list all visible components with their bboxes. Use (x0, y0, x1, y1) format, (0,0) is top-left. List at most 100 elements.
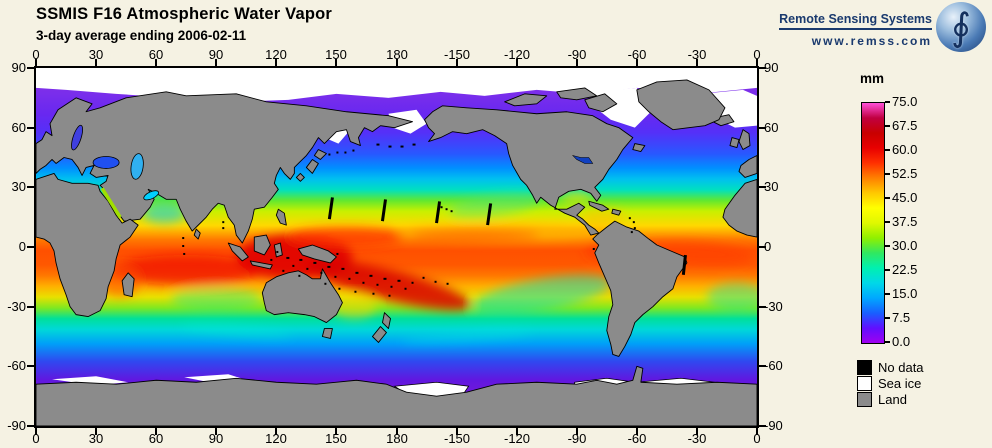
colorbar-units: mm (859, 71, 884, 86)
branding-name: Remote Sensing Systems (779, 12, 932, 30)
tick (35, 428, 37, 435)
lon-label-bottom: -150 (443, 431, 471, 446)
tick (696, 59, 698, 66)
colorbar-label: 7.5 (892, 310, 911, 325)
tick (155, 428, 157, 435)
lon-label-bottom: 60 (148, 431, 164, 446)
tick (516, 59, 518, 66)
tick (335, 59, 337, 66)
inland-seas (71, 124, 594, 219)
lat-label-left: -30 (7, 299, 26, 314)
branding-block: Remote Sensing Systems www.remss.com (758, 10, 932, 48)
tick (636, 59, 638, 66)
globe-logo-icon: ∮ (936, 2, 986, 52)
lat-label-right: -60 (764, 358, 783, 373)
lon-label-bottom: 120 (265, 431, 287, 446)
colorbar-label: 67.5 (892, 118, 918, 133)
lat-label-right: 90 (764, 60, 779, 75)
lon-label-top: 150 (325, 47, 347, 62)
tick (275, 59, 277, 66)
tick (27, 425, 34, 427)
colorbar-label: 37.5 (892, 214, 918, 229)
lat-label-left: -90 (7, 418, 26, 433)
tick (636, 428, 638, 435)
colorbar-tick (885, 221, 890, 223)
lon-label-top: 90 (208, 47, 224, 62)
tick (759, 306, 766, 308)
tick (215, 59, 217, 66)
moisture-anomalies (100, 190, 768, 344)
colorbar-tick (885, 317, 890, 319)
legend-label: Land (878, 392, 907, 407)
lon-label-bottom: 30 (88, 431, 104, 446)
colorbar-label: 45.0 (892, 190, 918, 205)
colorbar-tick (885, 101, 890, 103)
land-swatch (857, 392, 872, 407)
tick (516, 428, 518, 435)
land-layer (35, 79, 758, 427)
lon-label-bottom: 180 (386, 431, 408, 446)
tick (95, 59, 97, 66)
lat-label-right: 30 (764, 179, 779, 194)
tick (759, 67, 766, 69)
lat-label-left: -60 (7, 358, 26, 373)
lon-label-bottom: -90 (567, 431, 587, 446)
legend-label: No data (878, 360, 924, 375)
lon-label-bottom: 90 (208, 431, 224, 446)
tick (396, 428, 398, 435)
tick (759, 365, 766, 367)
tick (756, 59, 758, 66)
lat-label-left: 30 (11, 179, 26, 194)
lon-label-bottom: -120 (503, 431, 531, 446)
lon-label-top: -120 (503, 47, 531, 62)
world-vapor-map (34, 66, 768, 428)
page-title: SSMIS F16 Atmospheric Water Vapor (36, 5, 333, 23)
lon-label-bottom: 150 (325, 431, 347, 446)
tick (27, 365, 34, 367)
tick (95, 428, 97, 435)
page-subtitle: 3-day average ending 2006-02-11 (36, 28, 247, 43)
tick (396, 59, 398, 66)
colorbar-tick (885, 245, 890, 247)
tick (759, 425, 766, 427)
lon-label-bottom: 0 (32, 431, 40, 446)
sea-ice-swatch (857, 376, 872, 391)
lon-label-top: 180 (386, 47, 408, 62)
no-data-marks (182, 143, 687, 297)
lon-label-top: 0 (753, 47, 761, 62)
colorbar-tick (885, 341, 890, 343)
lon-label-top: 120 (265, 47, 287, 62)
lat-label-right: -90 (764, 418, 783, 433)
tick (215, 428, 217, 435)
lon-label-top: -90 (567, 47, 587, 62)
lon-label-bottom: 0 (753, 431, 761, 446)
lon-label-top: -60 (627, 47, 647, 62)
tick (27, 186, 34, 188)
tick (27, 67, 34, 69)
colorbar-label: 22.5 (892, 262, 918, 277)
lon-label-top: -30 (687, 47, 707, 62)
lon-label-bottom: -30 (687, 431, 707, 446)
legend-row-no-data: No data (857, 360, 924, 375)
lon-label-top: 60 (148, 47, 164, 62)
colorbar-tick (885, 269, 890, 271)
colorbar-tick (885, 293, 890, 295)
colorbar-label: 30.0 (892, 238, 918, 253)
lat-label-left: 0 (18, 239, 26, 254)
no-data-swatch (857, 360, 872, 375)
tick (155, 59, 157, 66)
colorbar-label: 0.0 (892, 334, 911, 349)
tick (275, 428, 277, 435)
lat-label-left: 60 (11, 120, 26, 135)
legend-row-land: Land (857, 392, 907, 407)
colorbar-label: 15.0 (892, 286, 918, 301)
tick (456, 428, 458, 435)
tick (759, 246, 766, 248)
lat-label-right: -30 (764, 299, 783, 314)
lon-label-bottom: -60 (627, 431, 647, 446)
colorbar-label: 75.0 (892, 94, 918, 109)
lat-label-left: 90 (11, 60, 26, 75)
tick (27, 306, 34, 308)
lat-label-right: 60 (764, 120, 779, 135)
